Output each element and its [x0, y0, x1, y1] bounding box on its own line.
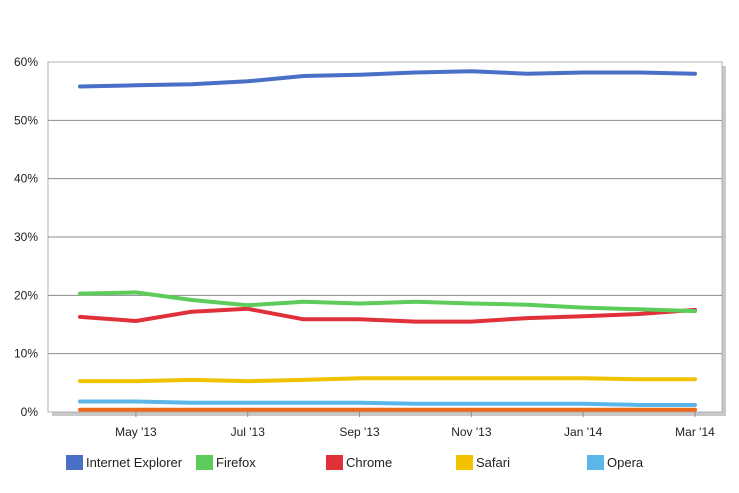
x-tick-label: Jul '13: [231, 425, 266, 439]
internet-explorer-line: [78, 69, 697, 89]
y-tick-label: 50%: [14, 113, 38, 127]
legend-label-firefox: Firefox: [216, 455, 256, 470]
y-tick-label: 40%: [14, 172, 38, 186]
y-tick-label: 60%: [14, 55, 38, 69]
y-tick-label: 0%: [21, 405, 39, 419]
legend-swatch-safari: [456, 455, 473, 470]
legend-label-internet-explorer: Internet Explorer: [86, 455, 183, 470]
legend: Internet Explorer Firefox Chrome Safari Oper…: [66, 455, 644, 470]
series-lines: [78, 69, 697, 412]
x-axis-ticks: May '13 Jul '13 Sep '13 Nov '13 Jan '14 Mar '…: [115, 412, 715, 439]
y-tick-label: 30%: [14, 230, 38, 244]
legend-swatch-chrome: [326, 455, 343, 470]
opera-line: [78, 399, 697, 407]
x-tick-label: Jan '14: [564, 425, 603, 439]
x-tick-label: May '13: [115, 425, 157, 439]
legend-swatch-opera: [587, 455, 604, 470]
x-tick-label: Mar '14: [675, 425, 715, 439]
y-axis-ticks: 0% 10% 20% 30% 40% 50% 60%: [14, 55, 38, 419]
chrome-line: [78, 306, 697, 324]
legend-swatch-internet-explorer: [66, 455, 83, 470]
legend-label-opera: Opera: [607, 455, 644, 470]
x-tick-label: Sep '13: [339, 425, 380, 439]
firefox-line: [78, 290, 697, 314]
legend-label-safari: Safari: [476, 455, 510, 470]
legend-label-chrome: Chrome: [346, 455, 392, 470]
safari-line: [78, 376, 697, 384]
y-tick-label: 10%: [14, 347, 38, 361]
y-tick-label: 20%: [14, 288, 38, 302]
legend-swatch-firefox: [196, 455, 213, 470]
x-tick-label: Nov '13: [451, 425, 492, 439]
